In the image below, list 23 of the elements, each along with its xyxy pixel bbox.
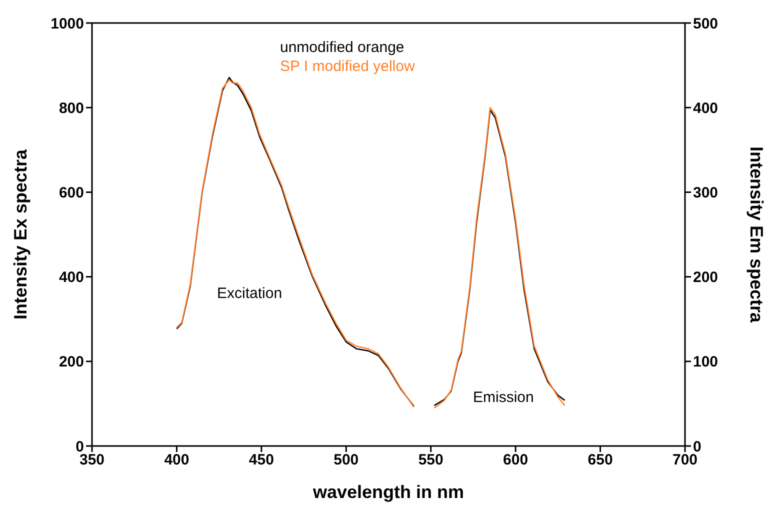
y2-tick-label: 300 <box>693 184 718 202</box>
y-tick-label: 200 <box>58 354 84 371</box>
y-tick-label: 400 <box>58 269 84 286</box>
x-tick-label: 550 <box>418 452 444 469</box>
y-tick-label: 600 <box>58 184 84 202</box>
y-tick-label: 800 <box>58 100 84 117</box>
y-tick-label: 1000 <box>50 15 84 32</box>
annotation: Emission <box>473 389 534 406</box>
y2-tick-label: 400 <box>693 100 718 117</box>
y-axis-title: Intensity Ex spectra <box>10 148 30 320</box>
y2-tick-label: 500 <box>693 15 718 32</box>
x-tick-label: 650 <box>588 452 613 469</box>
x-tick-label: 400 <box>164 452 190 469</box>
x-tick-label: 500 <box>334 452 359 469</box>
y2-tick-label: 100 <box>693 354 718 371</box>
text: SP I modified yellow <box>280 57 415 76</box>
x-axis-title: wavelength in nm <box>312 482 464 502</box>
x-tick-label: 450 <box>248 452 274 469</box>
x-tick-label: 600 <box>503 452 528 469</box>
y2-axis-title: Intensity Em spectra <box>746 146 767 324</box>
text: unmodified orange <box>280 38 406 57</box>
y2-tick-label: 200 <box>693 269 718 286</box>
annotation: Excitation <box>217 285 282 302</box>
